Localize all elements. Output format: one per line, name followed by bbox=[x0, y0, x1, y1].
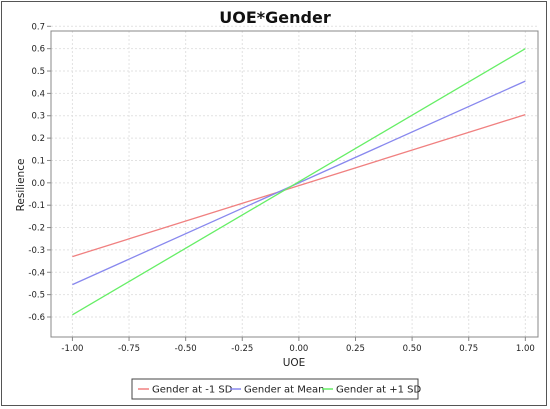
y-tick-label: -0.4 bbox=[28, 268, 45, 278]
legend-label-3: Gender at +1 SD bbox=[336, 385, 422, 396]
legend: Gender at -1 SD Gender at Mean Gender at +… bbox=[131, 378, 422, 400]
x-tick-label: -1.00 bbox=[61, 344, 83, 354]
y-axis-label: Resilience bbox=[15, 159, 27, 212]
grid bbox=[51, 25, 538, 337]
legend-box bbox=[131, 378, 419, 400]
x-tick-label: -0.50 bbox=[175, 344, 197, 354]
y-tick-label: 0.0 bbox=[31, 179, 45, 189]
legend-label-1: Gender at -1 SD bbox=[152, 385, 233, 396]
x-tick-label: 0.75 bbox=[459, 344, 478, 354]
plot-area bbox=[50, 30, 539, 338]
y-tick-label: -0.1 bbox=[28, 201, 45, 211]
series-line-1 bbox=[72, 113, 526, 258]
y-tick-label: -0.5 bbox=[28, 291, 45, 301]
x-tick-label: 1.00 bbox=[516, 344, 535, 354]
y-tick-label: 0.1 bbox=[31, 156, 45, 166]
legend-label-2: Gender at Mean bbox=[244, 385, 325, 396]
y-tick-label: -0.2 bbox=[28, 224, 45, 234]
series-layer bbox=[72, 48, 526, 316]
y-tick-label: 0.5 bbox=[31, 67, 45, 77]
x-tick-label: 0.00 bbox=[289, 344, 308, 354]
x-tick-label: -0.75 bbox=[118, 344, 140, 354]
y-tick-label: 0.2 bbox=[31, 134, 45, 144]
y-tick-label: 0.3 bbox=[31, 112, 45, 122]
series-line-3 bbox=[72, 48, 526, 316]
y-tick-label: 0.4 bbox=[31, 89, 45, 99]
x-tick-label: 0.25 bbox=[346, 344, 365, 354]
x-tick-label: 0.50 bbox=[403, 344, 422, 354]
y-tick-label: 0.7 bbox=[31, 22, 45, 32]
x-tick-label: -0.25 bbox=[231, 344, 253, 354]
y-tick-label: 0.6 bbox=[31, 45, 45, 55]
y-tick-label: -0.3 bbox=[28, 246, 45, 256]
y-tick-label: -0.6 bbox=[28, 313, 45, 323]
series-line-2 bbox=[72, 80, 526, 286]
chart-title: UOE*Gender bbox=[219, 8, 331, 27]
axis-ticks: -1.00 -0.75 -0.50 -0.25 0.00 0.25 0.50 0.75 1.00… bbox=[28, 22, 534, 354]
x-axis-label: UOE bbox=[283, 357, 306, 369]
